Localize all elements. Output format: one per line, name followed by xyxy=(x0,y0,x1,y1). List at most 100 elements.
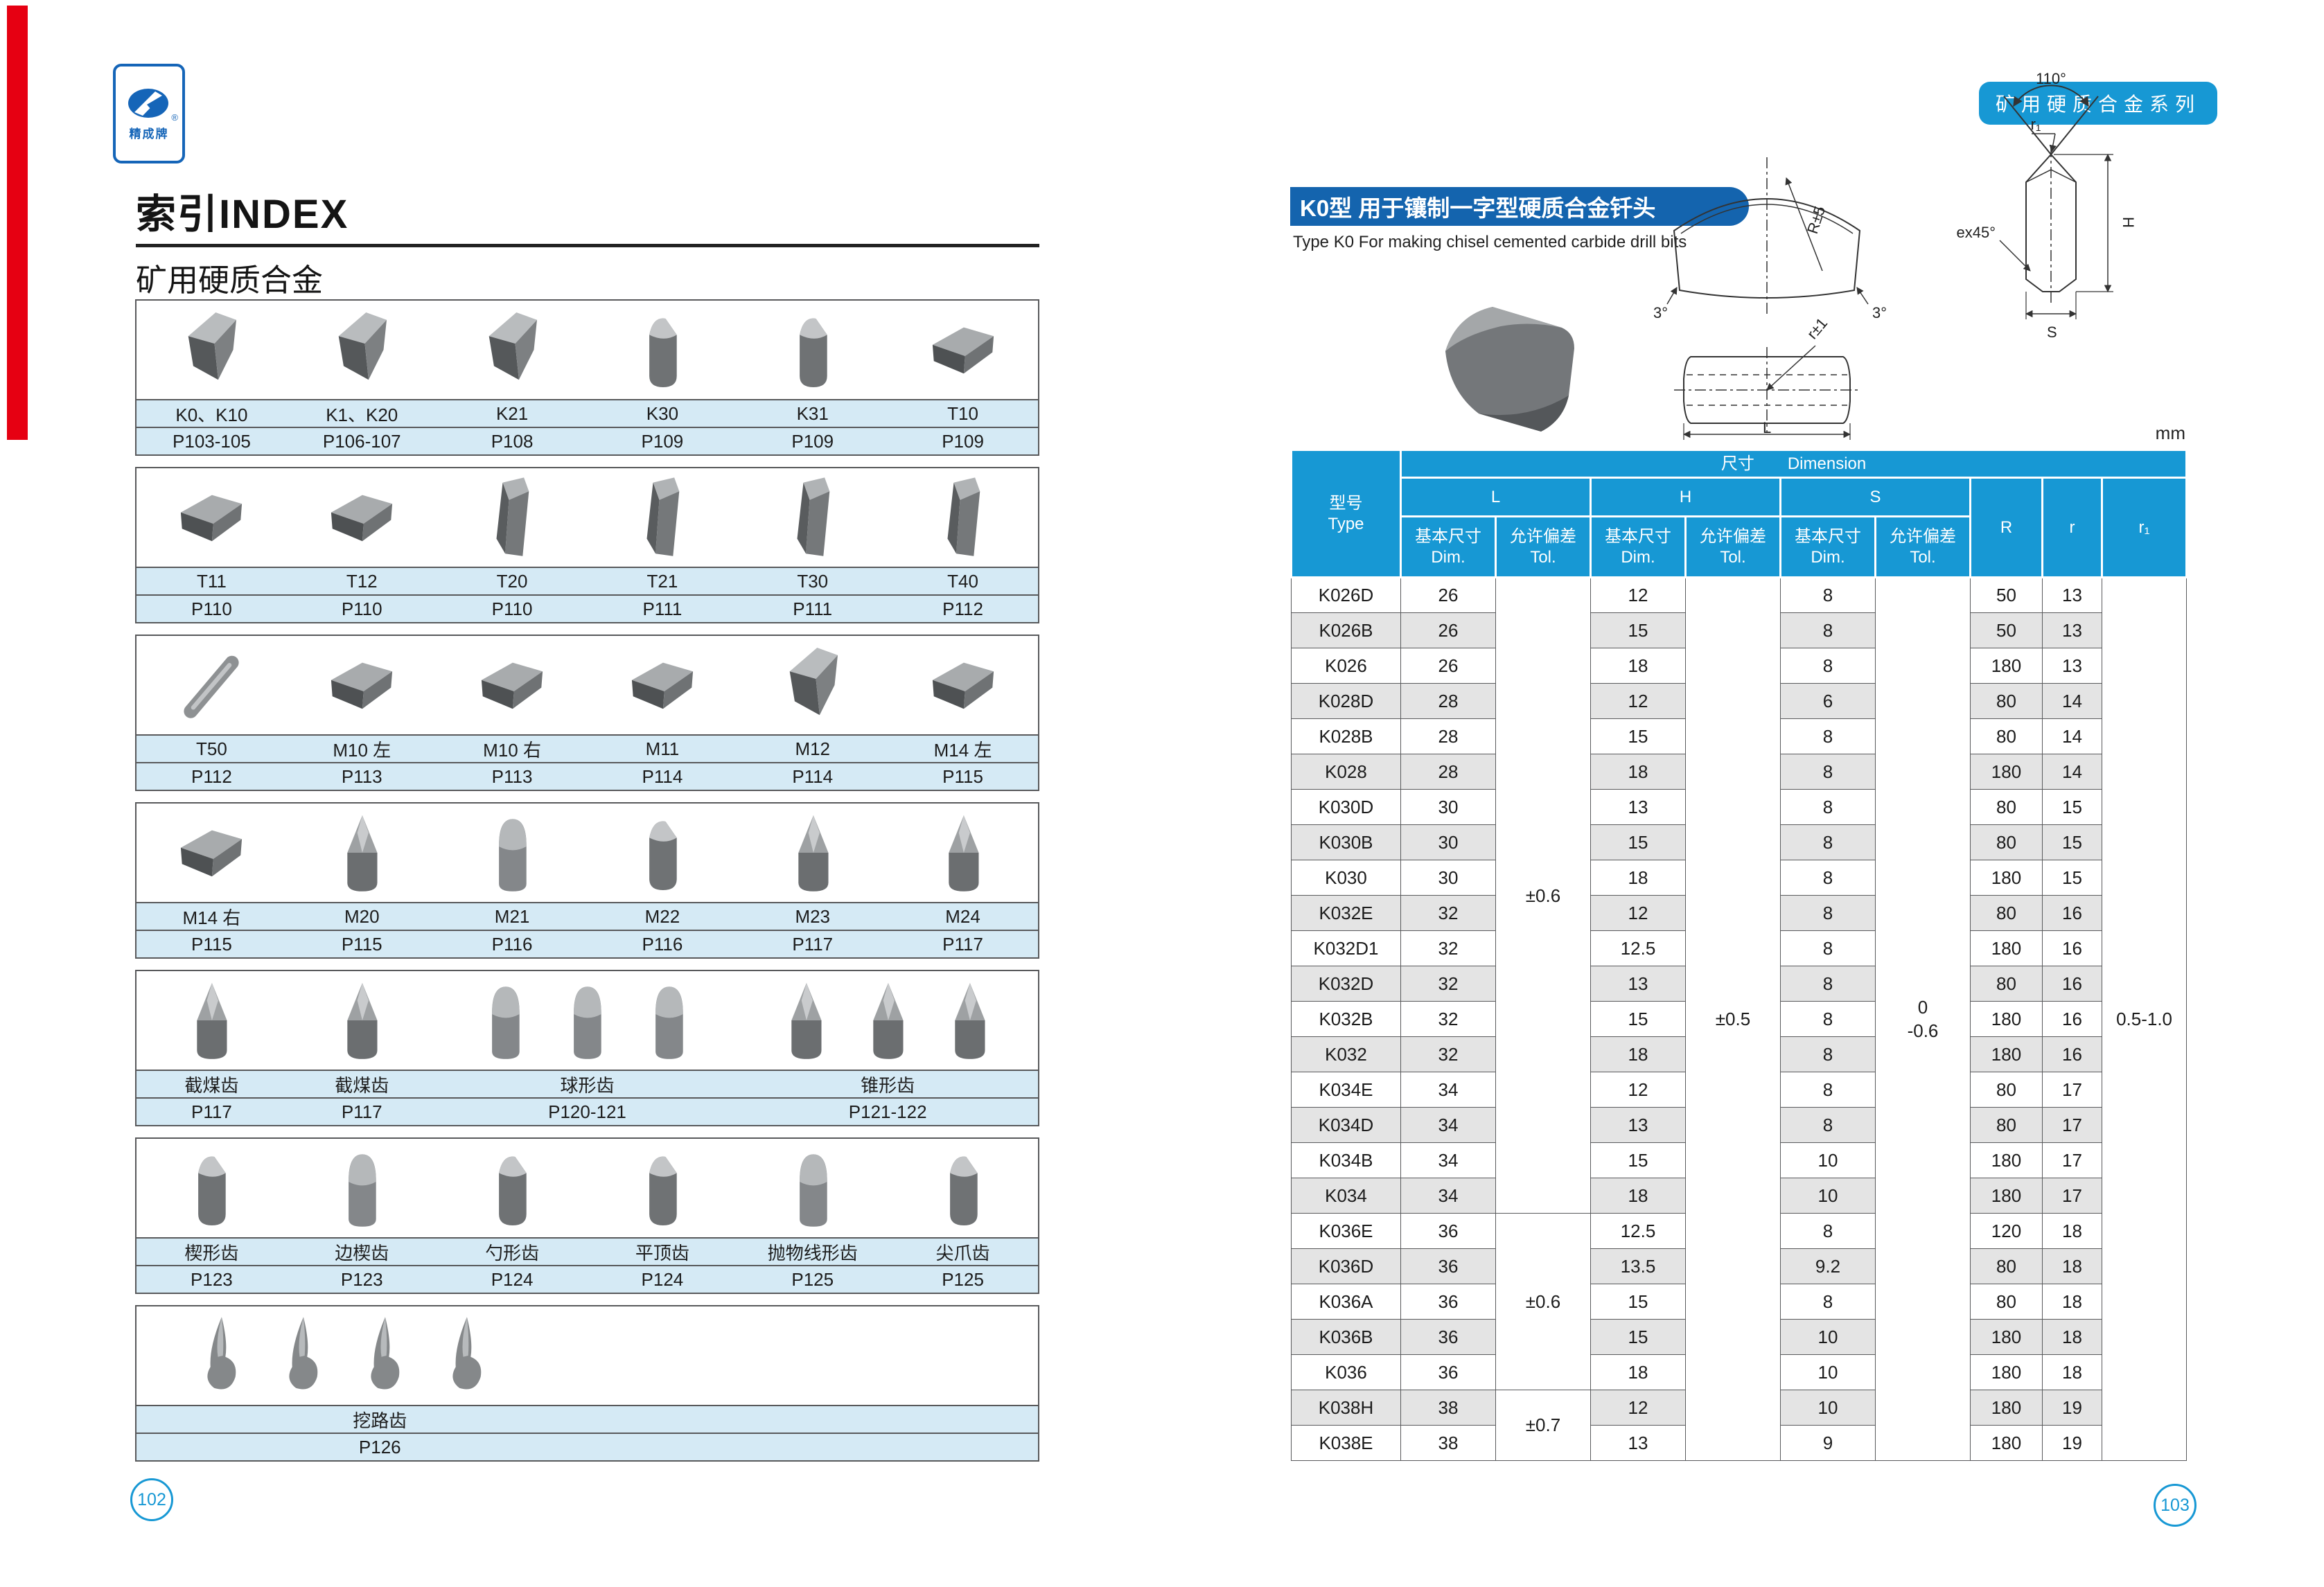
table-row: K038H 38 ±0.7 12 10 180 19 xyxy=(1291,1390,2187,1461)
series-badge: 矿用硬质合金系列 xyxy=(1979,82,2217,125)
index-item-page: P124 xyxy=(491,1268,534,1290)
bullet-shape-icon xyxy=(492,986,520,1059)
index-item-page: P112 xyxy=(942,598,983,619)
index-item-label: M22 xyxy=(644,905,680,927)
cell-l-dim: 36 xyxy=(1400,1248,1496,1284)
slab-shape-icon xyxy=(181,495,243,542)
cell-s-dim: 10 xyxy=(1780,1178,1876,1214)
cell-type: K026D xyxy=(1291,577,1401,613)
cell-r: 15 xyxy=(2042,860,2102,896)
cell-h-dim: 12 xyxy=(1590,1072,1686,1108)
cell-h-dim: 18 xyxy=(1590,1178,1686,1214)
product-image xyxy=(587,804,737,902)
cell-r: 16 xyxy=(2042,930,2102,966)
cell-l-tol: ±0.7 xyxy=(1495,1390,1591,1461)
index-item-label: 平顶齿 xyxy=(635,1242,689,1264)
chisel-shape-icon xyxy=(338,312,387,380)
col-header-dim: 基本尺寸 Dim. xyxy=(1590,515,1687,578)
index-item-page: P117 xyxy=(191,1101,232,1122)
index-item-label: 楔形齿 xyxy=(184,1242,239,1264)
cell-s-dim: 6 xyxy=(1780,683,1876,719)
table-row: K028 28 18 8 180 14 xyxy=(1291,754,2187,790)
cell-s-dim: 8 xyxy=(1780,860,1876,896)
cell-h-dim: 15 xyxy=(1590,718,1686,754)
product-image xyxy=(287,636,437,734)
table-row: K026B 26 15 8 50 13 xyxy=(1291,612,2187,648)
index-item-page: P109 xyxy=(641,430,684,452)
cell-s-tol: 0 -0.6 xyxy=(1875,577,1971,1461)
prism-shape-icon xyxy=(496,477,529,556)
product-image xyxy=(287,1139,437,1237)
product-image xyxy=(137,301,287,399)
col-header-H: H xyxy=(1590,477,1781,517)
dim-ex45-label: ex45° xyxy=(1956,224,1996,241)
index-item-label: 尖爪齿 xyxy=(935,1242,990,1264)
cell-s-dim: 8 xyxy=(1780,966,1876,1002)
cell-s-dim: 8 xyxy=(1780,1107,1876,1143)
index-item-page: P126 xyxy=(358,1436,401,1457)
cell-s-dim: 9 xyxy=(1780,1425,1876,1461)
product-photo xyxy=(1445,307,1574,432)
cone-shape-icon xyxy=(791,983,822,1059)
cell-type: K030D xyxy=(1291,789,1401,825)
index-item-label: T12 xyxy=(346,570,378,592)
cell-R: 80 xyxy=(1970,1248,2043,1284)
cell-type: K034D xyxy=(1291,1107,1401,1143)
page-band: P112 P113 P113 P114 P114 P115 xyxy=(137,762,1038,790)
pick-shape-icon xyxy=(207,1317,236,1390)
cell-R: 180 xyxy=(1970,1142,2043,1178)
dim-3deg-right-label: 3° xyxy=(1872,304,1887,321)
cell-R: 80 xyxy=(1970,1107,2043,1143)
product-image xyxy=(587,468,737,567)
chisel-shape-icon xyxy=(789,648,838,716)
cell-h-dim: 13 xyxy=(1590,1425,1686,1461)
index-item-label: K0、K10 xyxy=(175,404,248,425)
cyl-shape-icon xyxy=(649,318,677,387)
cell-h-dim: 13 xyxy=(1590,966,1686,1002)
cell-l-dim: 36 xyxy=(1400,1213,1496,1249)
cell-type: K034B xyxy=(1291,1142,1401,1178)
cell-l-dim: 30 xyxy=(1400,860,1496,896)
cell-h-dim: 18 xyxy=(1590,754,1686,790)
product-image xyxy=(587,301,737,399)
cell-R: 180 xyxy=(1970,648,2043,684)
slab-shape-icon xyxy=(331,495,393,542)
index-item-label: M10 右 xyxy=(483,739,541,761)
pick-shape-icon xyxy=(371,1317,400,1390)
index-item-page: P117 xyxy=(341,1101,382,1122)
index-item-page: P121-122 xyxy=(848,1101,927,1122)
cell-type: K032D1 xyxy=(1291,930,1401,966)
index-item-page: P125 xyxy=(791,1268,834,1290)
index-item-page: P103-105 xyxy=(173,430,251,452)
cell-R: 120 xyxy=(1970,1213,2043,1249)
index-item-label: T40 xyxy=(947,570,978,592)
product-image xyxy=(737,1139,888,1237)
table-row: K032 32 18 8 180 16 xyxy=(1291,1036,2187,1072)
table-row: K026 26 18 8 180 13 xyxy=(1291,648,2187,684)
cell-s-dim: 10 xyxy=(1780,1354,1876,1390)
category-subtitle: 矿用硬质合金 xyxy=(136,263,324,298)
cell-h-dim: 15 xyxy=(1590,1284,1686,1320)
col-header-tol: 允许偏差 Tol. xyxy=(1495,515,1592,578)
col-header-r1: r₁ xyxy=(2100,477,2188,578)
index-item-label: 勺形齿 xyxy=(485,1242,540,1264)
product-image-row xyxy=(137,301,1038,399)
table-row: K026D 26 ±0.6 12 ±0.5 8 0 -0.6 50 13 0.5-1.0 xyxy=(1291,577,2187,1461)
table-row: K034B 34 15 10 180 17 xyxy=(1291,1142,2187,1178)
table-row: K032B 32 15 8 180 16 xyxy=(1291,1001,2187,1037)
table-row: K032D1 32 12.5 8 180 16 xyxy=(1291,930,2187,966)
table-row: K034 34 18 10 180 17 xyxy=(1291,1178,2187,1214)
cell-type: K036D xyxy=(1291,1248,1401,1284)
slab-shape-icon xyxy=(932,662,994,709)
cone-shape-icon xyxy=(347,815,378,892)
cell-h-dim: 18 xyxy=(1590,1354,1686,1390)
cell-h-dim: 15 xyxy=(1590,824,1686,860)
section-banner: K0型 用于镶制一字型硬质合金钎头 xyxy=(1290,187,1749,226)
label-band: T50 M10 左 M10 右 M11 M12 M14 左 xyxy=(137,734,1038,762)
cell-l-dim: 36 xyxy=(1400,1319,1496,1355)
index-item-page: P125 xyxy=(942,1268,984,1290)
cell-type: K026 xyxy=(1291,648,1401,684)
product-image xyxy=(437,468,588,567)
product-image xyxy=(437,301,588,399)
cell-h-dim: 12 xyxy=(1590,577,1686,613)
